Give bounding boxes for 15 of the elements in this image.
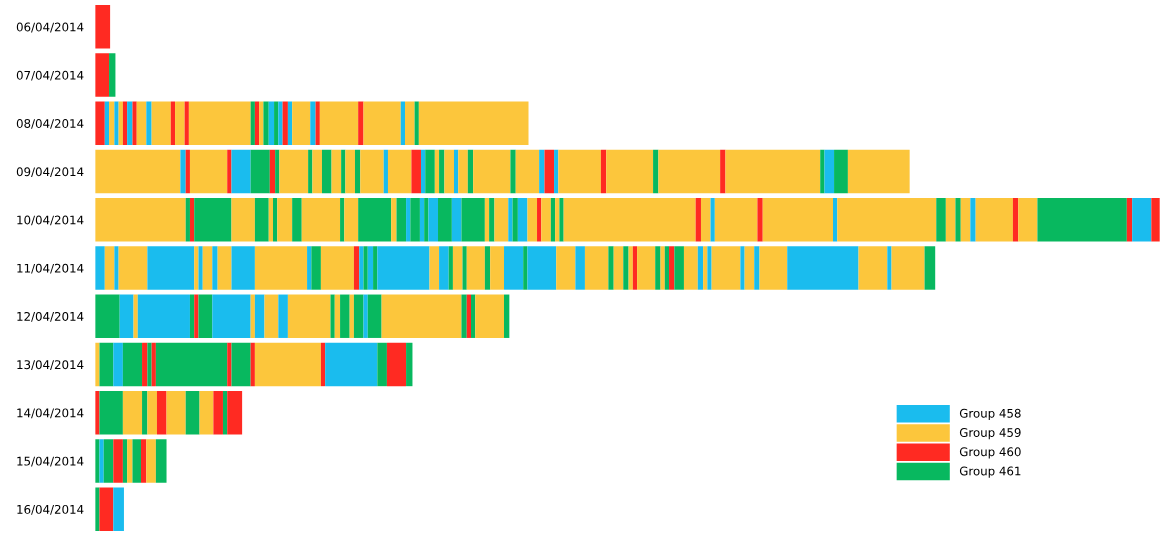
y-tick-label: 06/04/2014 [16, 22, 84, 33]
y-tick-label: 13/04/2014 [17, 360, 84, 371]
y-tick-label: 09/04/2014 [16, 167, 84, 178]
legend-label: Group 461 [959, 466, 1021, 478]
y-tick-label: 12/04/2014 [17, 311, 84, 322]
legend-label: Group 459 [959, 428, 1021, 440]
y-tick-label: 14/04/2014 [17, 408, 84, 419]
y-tick-label: 10/04/2014 [17, 215, 84, 226]
y-tick-label: 07/04/2014 [16, 70, 84, 81]
y-tick-label: 15/04/2014 [17, 456, 84, 467]
y-tick-label: 08/04/2014 [16, 119, 84, 129]
y-tick-label: 11/04/2014 [17, 263, 84, 274]
legend-label: Group 460 [959, 447, 1021, 459]
legend-label: Group 458 [959, 408, 1021, 421]
y-tick-label: 16/04/2014 [17, 504, 84, 515]
